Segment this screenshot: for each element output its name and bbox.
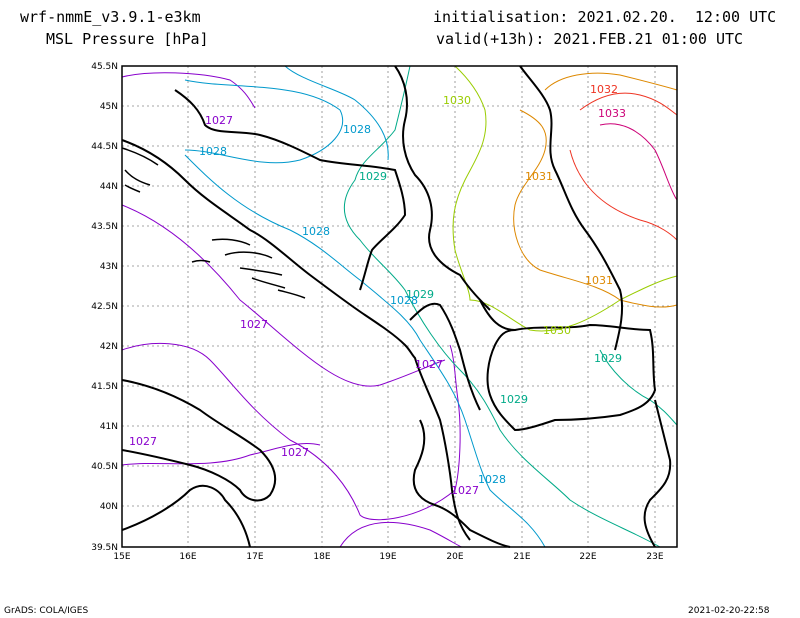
footer-timestamp: 2021-02-20-22:58 <box>688 606 770 616</box>
lat-label: 45.5N <box>91 62 118 72</box>
border-serbia-bulgaria <box>519 65 624 351</box>
map-frame <box>121 65 678 548</box>
lon-label: 19E <box>379 552 396 562</box>
isobar-1027-north <box>121 72 256 109</box>
isobars <box>121 65 678 548</box>
lat-label: 39.5N <box>91 543 118 553</box>
lat-label: 42.5N <box>91 302 118 312</box>
contour-label: 1028 <box>390 294 418 307</box>
lon-label: 22E <box>579 552 596 562</box>
contour-label: 1027 <box>240 318 268 331</box>
lat-label: 44.5N <box>91 142 118 152</box>
lon-label: 15E <box>113 552 130 562</box>
lat-label: 40N <box>100 502 118 512</box>
model-title: wrf-nmmE_v3.9.1-e3km <box>20 8 201 26</box>
valid-time: valid(+13h): 2021.FEB.21 01:00 UTC <box>436 30 744 48</box>
lat-label: 43N <box>100 262 118 272</box>
contour-label: 1030 <box>443 94 471 107</box>
lat-label: 41.5N <box>91 382 118 392</box>
isobar-1028-main <box>184 154 546 548</box>
lon-label: 16E <box>179 552 196 562</box>
contour-label: 1028 <box>302 225 330 238</box>
lon-label: 23E <box>646 552 663 562</box>
contour-label: 1031 <box>585 274 613 287</box>
isobar-1031-top <box>544 72 678 91</box>
contour-label: 1029 <box>406 288 434 301</box>
init-time: initialisation: 2021.02.20. 12:00 UTC <box>433 8 777 26</box>
contour-label: 1029 <box>594 352 622 365</box>
isobar-1027-bottom <box>339 521 463 548</box>
contour-label: 1033 <box>598 107 626 120</box>
isobar-1027-coast <box>121 342 461 521</box>
contour-label: 1028 <box>478 473 506 486</box>
lon-label: 17E <box>246 552 263 562</box>
isobar-1033 <box>599 123 678 201</box>
isobar-1028-top <box>284 65 389 161</box>
isobar-1029-center <box>343 65 661 548</box>
coastline-adriatic-east <box>121 139 471 541</box>
isobar-1031 <box>513 109 678 308</box>
lat-label: 44N <box>100 182 118 192</box>
contour-label: 1027 <box>451 484 479 497</box>
lon-label: 18E <box>313 552 330 562</box>
lon-labels: 15E 16E 17E 18E 19E 20E 21E 22E 23E <box>113 552 663 562</box>
border-croatia-bosnia <box>174 89 407 291</box>
isobar-1027-west <box>121 204 446 387</box>
variable-title: MSL Pressure [hPa] <box>46 30 209 48</box>
contour-labels: 1027 1028 1028 1028 1029 1030 1031 1032 … <box>129 83 626 497</box>
border-macedonia <box>479 299 657 432</box>
lat-labels: 45.5N 45N 44.5N 44N 43.5N 43N 42.5N 42N … <box>91 62 118 553</box>
footer-credit: GrADS: COLA/IGES <box>4 606 89 616</box>
border-serbia <box>394 65 491 311</box>
contour-label: 1029 <box>500 393 528 406</box>
contour-label: 1027 <box>205 114 233 127</box>
contour-label: 1030 <box>543 324 571 337</box>
coastlines-borders <box>121 65 672 548</box>
contour-label: 1027 <box>129 435 157 448</box>
isobar-1027-south <box>121 442 321 466</box>
contour-label: 1027 <box>415 358 443 371</box>
contour-label: 1032 <box>590 83 618 96</box>
lon-label: 21E <box>513 552 530 562</box>
contour-label: 1028 <box>343 123 371 136</box>
lon-label: 20E <box>446 552 463 562</box>
coastline-italy <box>121 379 277 502</box>
coastline-italy-heel <box>121 484 251 548</box>
lat-label: 40.5N <box>91 462 118 472</box>
lat-label: 43.5N <box>91 222 118 232</box>
contour-label: 1028 <box>199 145 227 158</box>
islands <box>121 147 306 299</box>
contour-label: 1031 <box>525 170 553 183</box>
border-montenegro-albania <box>409 302 481 411</box>
lat-label: 42N <box>100 342 118 352</box>
coastline-greece-east <box>643 399 672 548</box>
contour-label: 1027 <box>281 446 309 459</box>
contour-label: 1029 <box>359 170 387 183</box>
lat-label: 45N <box>100 102 118 112</box>
border-greece <box>412 419 511 548</box>
isobar-1028-north <box>184 79 344 164</box>
graticule <box>122 66 677 547</box>
lat-label: 41N <box>100 422 118 432</box>
isobar-1032 <box>569 92 678 241</box>
